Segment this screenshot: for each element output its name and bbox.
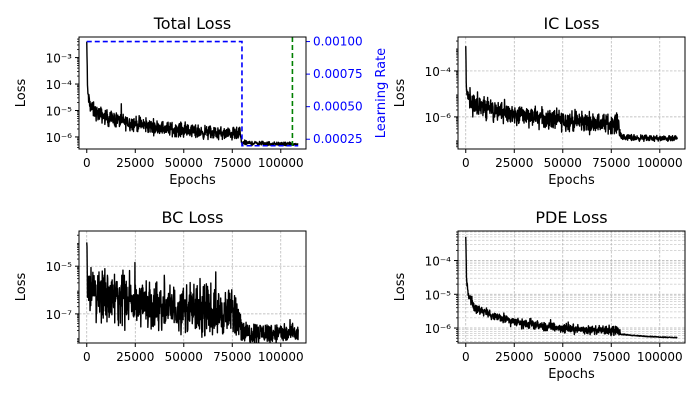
bc-x-tick-label: 50000 — [165, 350, 203, 364]
pde-x-tick-label: 25000 — [495, 350, 533, 364]
total-y-tick-label: 10⁻³ — [46, 52, 73, 66]
total-x-tick-label: 100000 — [258, 156, 304, 170]
total-y-tick-label: 10⁻⁵ — [46, 104, 73, 118]
bc-x-tick-label: 0 — [83, 350, 91, 364]
ic-x-tick-label: 25000 — [495, 156, 533, 170]
pde-y-axis-label: Loss — [393, 273, 408, 302]
bc-y-axis: 10⁻⁷ 10⁻⁵ — [46, 234, 79, 344]
lr-axis: 0.00025 0.00050 0.00075 0.00100 — [306, 35, 363, 146]
pde-plot-frame — [457, 230, 686, 344]
pde-y-tick-label: 10⁻⁵ — [425, 288, 452, 302]
total-y-tick-label: 10⁻⁶ — [46, 131, 73, 145]
pde-loss-line — [465, 236, 678, 339]
lr-tick-label: 0.00025 — [313, 132, 363, 146]
pde-y-axis: 10⁻⁶ 10⁻⁵ 10⁻⁴ — [425, 231, 458, 342]
ic-x-tick-label: 50000 — [544, 156, 582, 170]
ic-y-axis-label: Loss — [393, 79, 408, 108]
total-x-axis-label: Epochs — [169, 173, 216, 188]
bc-x-tick-label: 100000 — [258, 350, 304, 364]
lr-tick-label: 0.00050 — [313, 100, 363, 114]
total-x-tick-label: 75000 — [213, 156, 251, 170]
bc-y-axis-label: Loss — [14, 273, 29, 302]
bc-y-tick-label: 10⁻⁷ — [46, 308, 73, 322]
total-y-axis-label: Loss — [14, 79, 29, 108]
pde-grid — [458, 231, 685, 343]
pde-y-tick-label: 10⁻⁴ — [425, 255, 452, 269]
total-chart-title: Total Loss — [153, 14, 232, 33]
total-x-axis: 0 25000 50000 75000 100000 — [83, 149, 304, 170]
total-plot-frame — [78, 36, 307, 150]
bc-plot-frame — [78, 230, 307, 344]
pde-x-axis-label: Epochs — [548, 367, 595, 382]
lr-tick-label: 0.00100 — [313, 35, 363, 49]
pde-x-tick-label: 50000 — [544, 350, 582, 364]
ic-grid — [458, 37, 685, 149]
ic-y-tick-label: 10⁻⁶ — [425, 111, 452, 125]
ic-y-tick-label: 10⁻⁴ — [425, 65, 452, 79]
pde-chart-title: PDE Loss — [535, 208, 607, 227]
bc-x-axis: 0 25000 50000 75000 100000 — [83, 343, 304, 364]
total-y-axis: 10⁻⁶ 10⁻⁵ 10⁻⁴ 10⁻³ — [46, 38, 79, 148]
ic-x-tick-label: 75000 — [592, 156, 630, 170]
bc-x-tick-label: 25000 — [116, 350, 154, 364]
ic-y-axis: 10⁻⁶ 10⁻⁴ — [425, 40, 458, 148]
total-y-tick-label: 10⁻⁴ — [46, 78, 73, 92]
ic-chart-title: IC Loss — [543, 14, 599, 33]
bc-loss-panel: 0 25000 50000 75000 100000 10⁻⁷ 10⁻⁵ BC Loss Los… — [14, 208, 307, 364]
pde-x-tick-label: 75000 — [592, 350, 630, 364]
ic-loss-panel: 0 25000 50000 75000 100000 10⁻⁶ 10⁻⁴ IC Loss Epo… — [393, 14, 686, 188]
ic-x-tick-label: 100000 — [637, 156, 683, 170]
total-x-tick-label: 50000 — [165, 156, 203, 170]
pde-loss-panel: 0 25000 50000 75000 100000 10⁻⁶ 10⁻⁵ 10⁻⁴ PDE Lo… — [393, 208, 686, 382]
ic-plot-frame — [457, 36, 686, 150]
ic-loss-line — [465, 46, 678, 143]
pde-x-axis: 0 25000 50000 75000 100000 — [462, 343, 683, 364]
bc-chart-title: BC Loss — [161, 208, 223, 227]
ic-x-axis-label: Epochs — [548, 173, 595, 188]
pde-y-tick-label: 10⁻⁶ — [425, 322, 452, 336]
lr-axis-label: Learning Rate — [374, 48, 389, 138]
bc-y-tick-label: 10⁻⁵ — [46, 260, 73, 274]
bc-loss-line — [86, 242, 299, 343]
pde-x-tick-label: 100000 — [637, 350, 683, 364]
bc-x-tick-label: 75000 — [213, 350, 251, 364]
pde-x-tick-label: 0 — [462, 350, 470, 364]
ic-x-tick-label: 0 — [462, 156, 470, 170]
total-loss-panel: 0.00025 0.00050 0.00075 0.00100 Learning Rat… — [14, 14, 389, 188]
ic-x-axis: 0 25000 50000 75000 100000 — [462, 149, 683, 170]
lr-tick-label: 0.00075 — [313, 67, 363, 81]
total-loss-line — [86, 41, 299, 147]
total-x-tick-label: 25000 — [116, 156, 154, 170]
total-x-tick-label: 0 — [83, 156, 91, 170]
